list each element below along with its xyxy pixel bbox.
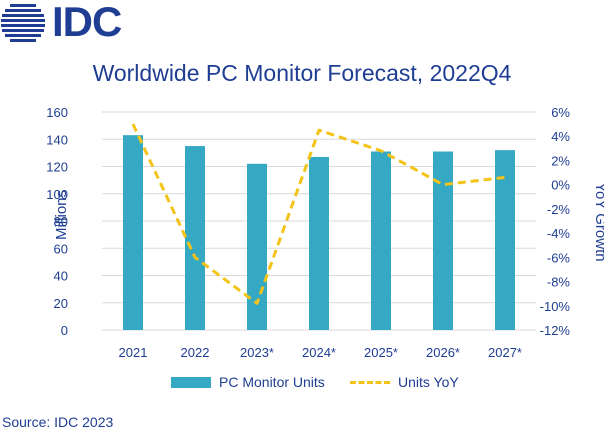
source-note: Source: IDC 2023 (2, 414, 114, 430)
legend-item-line: Units YoY (350, 374, 459, 390)
legend-label-line: Units YoY (398, 374, 459, 390)
y-tick-label: 40 (54, 269, 68, 284)
y2-tick-label: 6% (551, 105, 570, 120)
x-axis-ticks: 2021 2022 2023* 2024* 2025* 2026* 2027* (119, 345, 522, 360)
y2-tick-label: -8% (547, 275, 571, 290)
y2-tick-label: 0% (551, 178, 570, 193)
bar-2024* (309, 156, 329, 330)
y-tick-label: 60 (54, 241, 68, 256)
y-tick-label: 20 (54, 296, 68, 311)
x-tick-label: 2026* (426, 345, 460, 360)
left-axis-ticks: 0 20 40 60 80 100 120 140 160 (46, 105, 68, 338)
legend-swatch-line (350, 380, 390, 384)
bar-2025* (371, 151, 391, 330)
y-tick-label: 80 (54, 214, 68, 229)
idc-logo-text: IDC (52, 0, 122, 45)
y-axis-label: Millions (53, 190, 70, 240)
chart-title: Worldwide PC Monitor Forecast, 2022Q4 (92, 60, 512, 86)
idc-globe-icon (1, 4, 45, 42)
x-tick-label: 2022 (181, 345, 210, 360)
legend: PC Monitor Units Units YoY (0, 374, 604, 396)
x-tick-label: 2021 (119, 345, 148, 360)
line-series (131, 123, 506, 305)
bar-series (123, 135, 515, 330)
legend-label-bars: PC Monitor Units (219, 374, 325, 390)
legend-item-bars: PC Monitor Units (171, 374, 325, 390)
y-tick-label: 100 (46, 187, 68, 202)
legend-swatch-bar (171, 376, 211, 388)
y2-axis-label: YoY Growth (592, 182, 604, 261)
right-axis-ticks: -12% -10% -8% -6% -4% -2% 0% 2% 4% 6% (540, 105, 571, 338)
x-tick-label: 2023* (240, 345, 274, 360)
y-tick-label: 0 (61, 323, 68, 338)
idc-logo (1, 4, 45, 42)
x-tick-label: 2025* (364, 345, 398, 360)
bar-2022 (185, 146, 205, 330)
y-tick-label: 160 (46, 105, 68, 120)
x-tick-label: 2024* (302, 345, 336, 360)
y2-tick-label: -12% (540, 323, 571, 338)
y2-tick-label: -6% (547, 250, 571, 265)
y2-tick-label: 2% (551, 153, 570, 168)
bar-2027* (495, 150, 515, 330)
y-tick-label: 140 (46, 132, 68, 147)
bar-2023* (247, 163, 267, 330)
x-tick-label: 2027* (488, 345, 522, 360)
y2-tick-label: -10% (540, 299, 571, 314)
bar-2026* (433, 151, 453, 330)
y2-tick-label: -4% (547, 226, 571, 241)
bar-2021 (123, 135, 143, 330)
y2-tick-label: 4% (551, 129, 570, 144)
y2-tick-label: -2% (547, 202, 571, 217)
y-tick-label: 120 (46, 160, 68, 175)
